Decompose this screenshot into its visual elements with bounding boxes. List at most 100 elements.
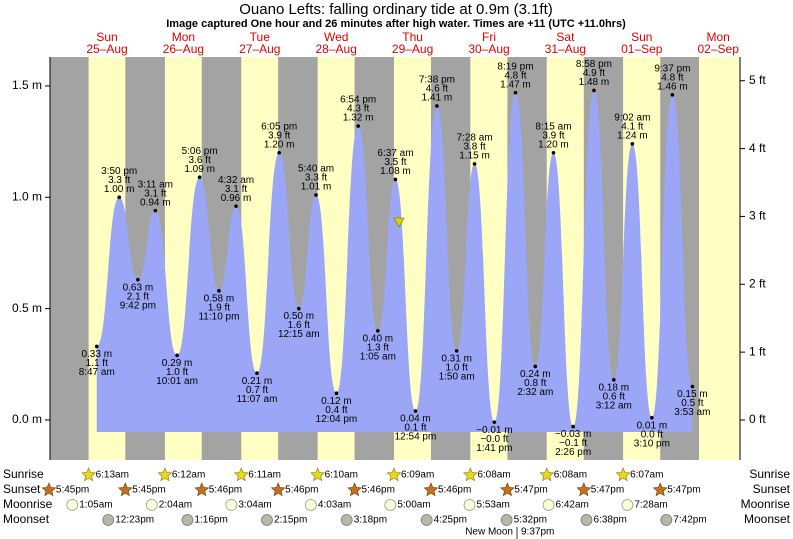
y2-tick-label: 2 ft [749,276,766,290]
extreme-height-ft: 0.8 ft [524,378,546,389]
extreme-point [255,371,259,375]
extreme-point [592,88,596,93]
sunrise-icon [539,467,555,482]
extreme-height-m: 1.09 m [184,164,215,175]
extreme-height-ft: 3.1 ft [144,188,166,199]
extreme-time: 9:37 pm [654,63,690,74]
extreme-height-ft: 4.8 ft [504,70,526,81]
sunrise-icon [81,467,96,482]
extreme-time: 12:15 am [278,329,320,340]
row-time: 5:00am [397,500,430,511]
extreme-height-m: 1.08 m [380,166,411,177]
moonset-icon [102,514,115,526]
extreme-point [153,208,158,213]
row-time: 5:47pm [591,485,624,496]
extreme-height-ft: 0.1 ft [404,423,426,434]
extreme-height-ft: 2.1 ft [127,291,149,302]
sunrise-icon [386,467,402,482]
extreme-time: 12:04 pm [316,414,358,425]
extreme-height-m: 0.58 m [204,293,235,304]
row-time: 6:13am [96,470,129,481]
moon-phase: New Moon [465,527,513,538]
sunset-icon [270,482,286,497]
extreme-point [136,277,140,282]
sunrise-icon [615,467,631,482]
extreme-point [334,391,339,396]
extreme-point [551,150,556,155]
row-time: 5:47pm [667,485,700,496]
y2-tick-label: 0 ft [749,412,766,426]
extreme-height-ft: −0.1 ft [559,438,587,449]
sunset-icon [41,482,57,497]
row-label: Sunrise [749,467,790,481]
extreme-height-ft: 3.9 ft [542,130,564,141]
date-label: 30–Aug [468,42,509,56]
sunset-icon [576,482,592,497]
y2-tick-label: 3 ft [749,209,766,223]
extreme-height-m: −0.03 m [555,429,591,440]
moonrise-icon [384,499,397,511]
extreme-point [670,93,675,97]
date-label: 31–Aug [545,42,586,56]
extreme-time: 5:40 am [298,164,334,175]
row-time: 6:10am [325,470,358,481]
extreme-point [296,306,301,311]
extreme-time: 7:38 pm [419,75,455,86]
extreme-point [650,415,654,420]
row-time: 5:46pm [285,485,318,496]
extreme-height-ft: −0.0 ft [480,434,508,445]
date-label: 28–Aug [316,42,357,56]
extreme-height-m: 0.04 m [400,414,431,425]
extreme-height-m: 1.20 m [264,139,295,150]
day-label: Sat [556,30,575,44]
row-label: Moonrise [3,497,53,511]
extreme-height-m: 1.15 m [459,151,490,162]
sunset-icon [117,482,133,497]
extreme-point [314,193,318,197]
row-time: 6:08am [477,470,510,481]
extreme-height-m: 0.18 m [598,382,629,393]
row-label: Sunset [753,482,791,496]
extreme-height-m: 0.24 m [520,369,551,380]
extreme-height-m: −0.01 m [476,425,512,436]
row-label: Moonrise [741,497,791,511]
extreme-point [277,150,281,155]
chart-subtitle: Image captured One hour and 26 minutes a… [166,18,626,30]
extreme-height-m: 0.96 m [221,193,252,204]
day-label: Fri [482,30,496,44]
extreme-height-m: 1.00 m [104,184,135,195]
extreme-height-m: 1.20 m [538,139,569,150]
y-tick-label: 1.5 m [12,78,42,92]
day-label: Mon [707,30,730,44]
row-time: 3:04am [238,500,271,511]
extreme-time: 6:37 am [377,148,413,159]
extreme-height-ft: 4.8 ft [661,72,683,83]
moon-phase-time: 9:37pm [521,527,554,538]
day-label: Wed [324,30,348,44]
extreme-time: 9:02 am [614,112,650,123]
extreme-height-ft: 0.0 ft [641,429,663,440]
extreme-point [94,344,99,349]
extreme-point [435,104,439,108]
extreme-time: 8:19 pm [497,61,533,72]
extreme-height-m: 0.29 m [162,358,193,369]
moonset-icon [580,514,593,526]
moonrise-icon [66,499,79,511]
y2-tick-label: 5 ft [749,73,766,87]
extreme-height-ft: 3.3 ft [305,173,327,184]
extreme-time: 9:42 pm [120,300,156,311]
extreme-height-m: 0.94 m [140,197,171,208]
moonset-icon [261,514,273,526]
extreme-time: 4:32 am [218,175,254,186]
sunset-icon [347,482,362,497]
extreme-time: 8:47 am [79,367,115,378]
extreme-point [492,420,497,424]
row-time: 5:53am [477,500,510,511]
moonset-icon [420,514,433,526]
extreme-height-ft: 3.3 ft [108,175,130,186]
extreme-height-ft: 0.5 ft [681,398,703,409]
extreme-height-ft: 3.9 ft [268,130,290,141]
extreme-time: 7:28 am [456,133,492,144]
row-label: Moonset [3,512,50,526]
row-time: 6:42am [556,500,589,511]
